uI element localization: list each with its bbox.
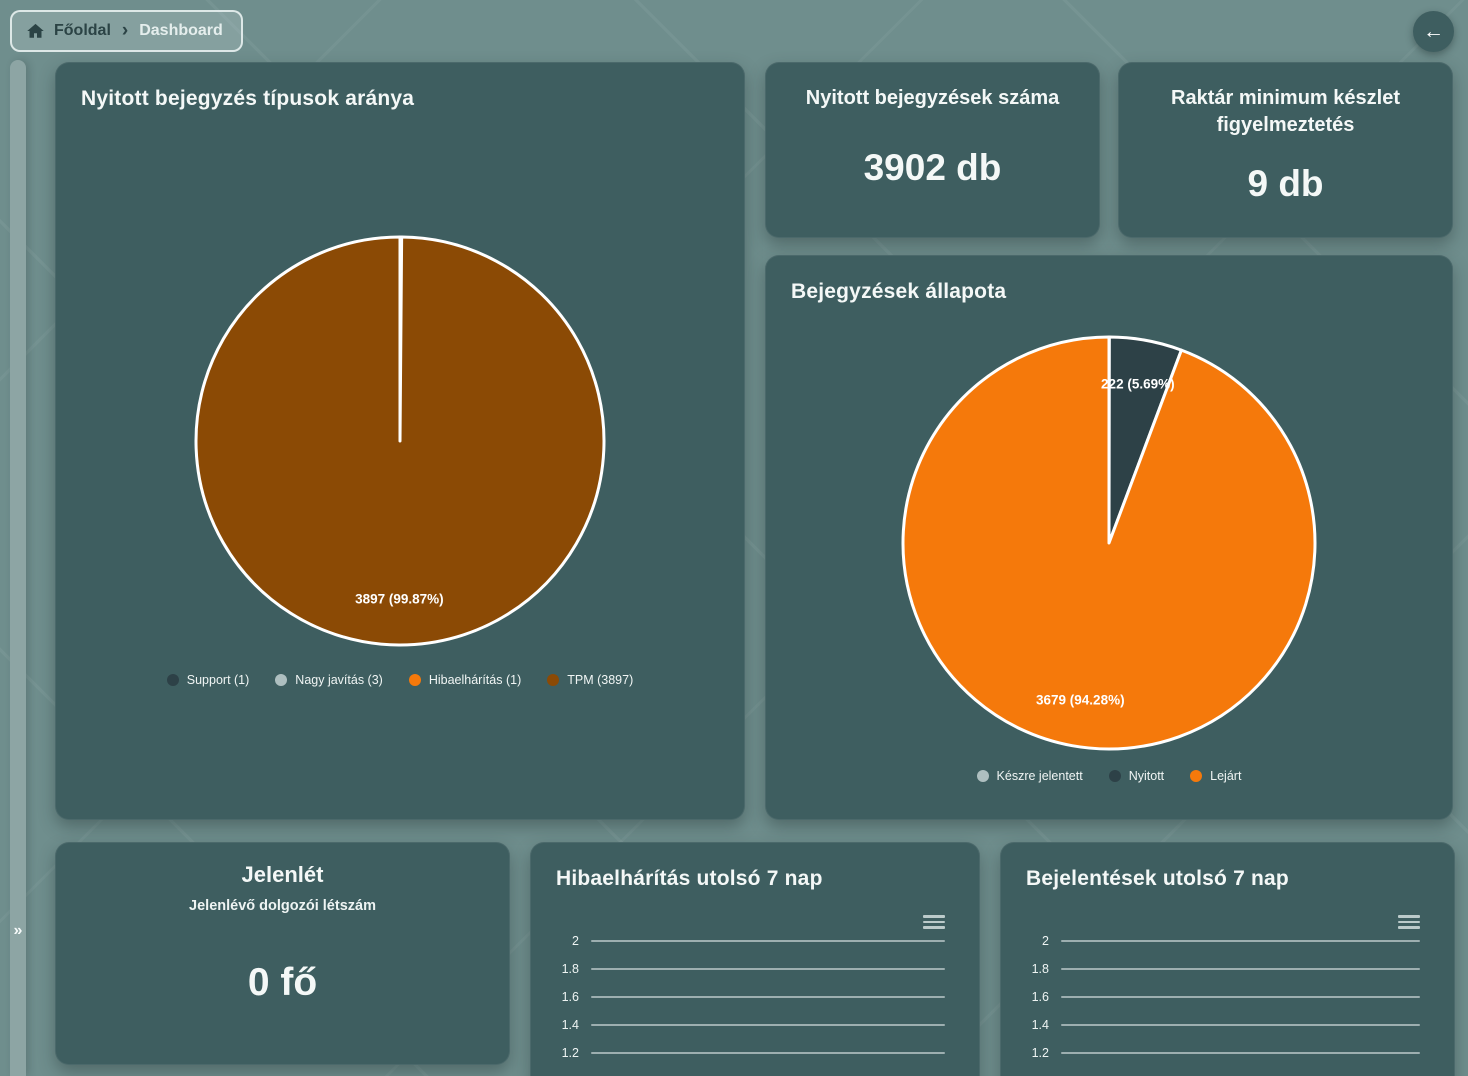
legend-dot-icon [408,674,421,686]
legend-label: Lejárt [1210,769,1242,783]
gridline [1061,996,1420,998]
legend-item[interactable]: TPM (3897) [547,673,633,687]
gridline [591,1052,945,1054]
axis-tick-label: 1.8 [561,962,579,976]
stat-title: Raktár minimum készlet figyelmeztetés [1171,87,1400,136]
card-open-entries-count: Nyitott bejegyzések száma 3902 db [765,62,1100,238]
legend-label: Készre jelentett [996,769,1083,783]
legend-label: Nyitott [1128,769,1165,783]
chart-legend: Support (1) Nagy javítás (3) Hibaelhárítás… [56,673,744,687]
legend-dot-icon [1190,770,1203,782]
axis-tick-label: 1.4 [1031,1018,1049,1032]
axis-tick-label: 1.8 [1031,962,1049,976]
pie-chart-open-entry-types[interactable]: 3897 (99.87%) [193,234,607,648]
sidebar-collapsed-strip[interactable]: » [10,60,26,1076]
legend-label: Support (1) [186,673,250,687]
stat-title: Nyitott bejegyzések száma [805,87,1060,109]
legend-item[interactable]: Support (1) [166,673,250,687]
legend-item[interactable]: Nyitott [1108,769,1165,783]
card-warehouse-min-stock: Raktár minimum készlet figyelmeztetés 9 … [1118,62,1453,238]
legend-label: TPM (3897) [567,673,634,687]
back-arrow-icon: ← [1423,20,1444,43]
legend-label: Nagy javítás (3) [295,673,383,687]
chart-axis-area: 2 1.8 1.6 1.4 1.2 [547,927,945,1067]
pie-slice-label: 3679 (94.28%) [1036,693,1125,708]
card-presence: Jelenlét Jelenlévő dolgozói létszám 0 fő [55,842,510,1065]
legend-dot-icon [547,674,560,686]
pie-chart-entry-status[interactable]: 222 (5.69%) 3679 (94.28%) [900,334,1318,752]
axis-tick-label: 1.2 [561,1046,579,1060]
card-reports-last7: Bejelentések utolsó 7 nap 2 1.8 1.6 1.4 1.2 [1000,842,1455,1076]
axis-row: 1.2 [1017,1039,1420,1067]
axis-row: 1.4 [547,1011,945,1039]
chevron-right-icon: › [121,19,129,41]
gridline [1061,1024,1420,1026]
chart-menu-icon[interactable] [923,915,945,929]
axis-row: 1.8 [1017,955,1420,983]
card-title: Jelenlét [241,862,324,887]
home-icon [27,23,44,38]
legend-label: Hibaelhárítás (1) [428,673,522,687]
stat-value: 0 fő [247,961,318,1004]
legend-dot-icon [275,674,288,686]
chart-menu-icon[interactable] [1398,915,1420,929]
legend-item[interactable]: Nagy javítás (3) [275,673,383,687]
legend-dot-icon [1108,770,1121,782]
card-title: Bejegyzések állapota [791,280,1007,303]
pie-slice-tpm[interactable] [194,235,606,647]
card-open-entry-types: Nyitott bejegyzés típusok aránya 3897 (9… [55,62,745,820]
stat-value: 3902 db [863,147,1002,188]
legend-item[interactable]: Lejárt [1190,769,1241,783]
breadcrumb: Főoldal › Dashboard [10,10,243,52]
pie-slice-label: 222 (5.69%) [1101,376,1175,391]
card-title: Hibaelhárítás utolsó 7 nap [556,867,823,890]
axis-row: 2 [547,927,945,955]
axis-tick-label: 1.2 [1031,1046,1049,1060]
axis-tick-label: 2 [1042,934,1049,948]
legend-dot-icon [166,674,179,686]
breadcrumb-current[interactable]: Dashboard [139,22,223,39]
gridline [1061,968,1420,970]
axis-tick-label: 1.6 [561,990,579,1004]
axis-row: 1.4 [1017,1011,1420,1039]
gridline [591,996,945,998]
gridline [1061,1052,1420,1054]
card-entry-status: Bejegyzések állapota 222 (5.69%) 3679 (94… [765,255,1453,820]
chart-legend: Készre jelentett Nyitott Lejárt [766,769,1452,783]
legend-item[interactable]: Hibaelhárítás (1) [408,673,522,687]
card-troubleshooting-last7: Hibaelhárítás utolsó 7 nap 2 1.8 1.6 1.4 1.2 [530,842,980,1076]
axis-row: 2 [1017,927,1420,955]
stat-value: 9 db [1247,163,1324,204]
chart-axis-area: 2 1.8 1.6 1.4 1.2 [1017,927,1420,1067]
pie-slice-label: 3897 (99.87%) [355,592,444,607]
axis-row: 1.6 [547,983,945,1011]
gridline [1061,940,1420,942]
gridline [591,1024,945,1026]
legend-dot-icon [976,770,989,782]
axis-tick-label: 1.6 [1031,990,1049,1004]
back-button[interactable]: ← [1413,11,1454,52]
sidebar-expand-icon[interactable]: » [13,922,23,939]
gridline [591,940,945,942]
axis-tick-label: 1.4 [561,1018,579,1032]
legend-item[interactable]: Készre jelentett [976,769,1083,783]
axis-row: 1.8 [547,955,945,983]
gridline [591,968,945,970]
axis-row: 1.6 [1017,983,1420,1011]
breadcrumb-home-link[interactable]: Főoldal [26,22,111,40]
axis-row: 1.2 [547,1039,945,1067]
card-title: Nyitott bejegyzés típusok aránya [81,87,415,110]
axis-tick-label: 2 [572,934,579,948]
card-title: Bejelentések utolsó 7 nap [1026,867,1289,890]
breadcrumb-home-label: Főoldal [54,22,111,39]
pie-slice-lej-rt[interactable] [901,335,1317,751]
card-subtitle: Jelenlévő dolgozói létszám [189,898,376,914]
